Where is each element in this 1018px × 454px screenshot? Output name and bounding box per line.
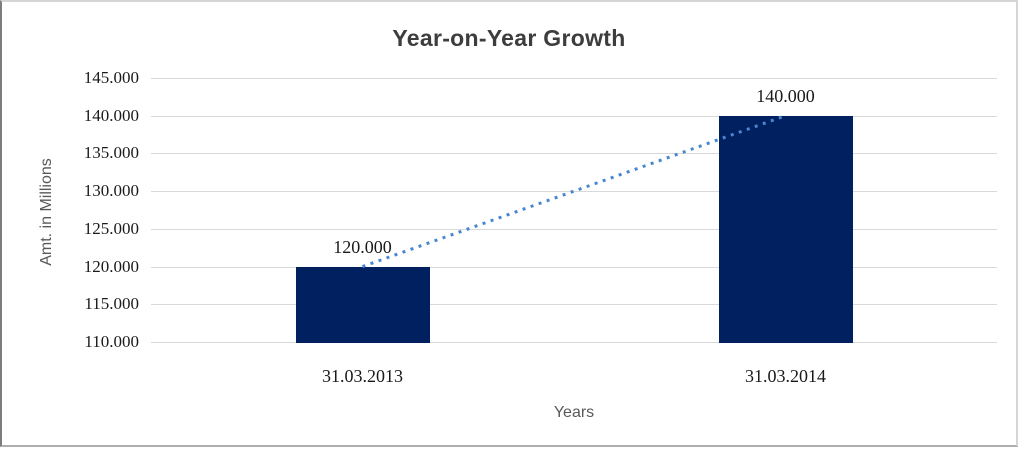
y-tick-label: 145.000 — [83, 68, 139, 87]
trendline — [361, 114, 787, 268]
x-tick-label: 31.03.2014 — [745, 366, 826, 386]
gridline — [151, 304, 997, 306]
gridline — [151, 78, 997, 79]
y-tick-label: 135.000 — [83, 143, 139, 163]
value-label: 120.000 — [333, 236, 392, 257]
y-tick-label: 125.000 — [83, 218, 139, 238]
gridline — [151, 191, 997, 193]
chart-title: Year-on-Year Growth — [392, 25, 626, 51]
gridline — [151, 266, 997, 268]
bar — [295, 266, 430, 343]
y-tick-label: 110.000 — [84, 332, 139, 351]
y-tick-label: 130.000 — [83, 181, 139, 201]
gridline — [151, 115, 997, 117]
x-tick-label: 31.03.2013 — [322, 366, 403, 386]
value-label: 140.000 — [756, 85, 815, 106]
x-axis-title: Years — [553, 404, 595, 421]
gridline — [151, 153, 997, 155]
gridline — [151, 228, 997, 230]
y-tick-label: 115.000 — [84, 294, 139, 314]
y-tick-label: 120.000 — [83, 256, 139, 276]
gridline — [151, 342, 997, 343]
y-tick-label: 140.000 — [83, 105, 139, 125]
bar — [718, 115, 853, 343]
